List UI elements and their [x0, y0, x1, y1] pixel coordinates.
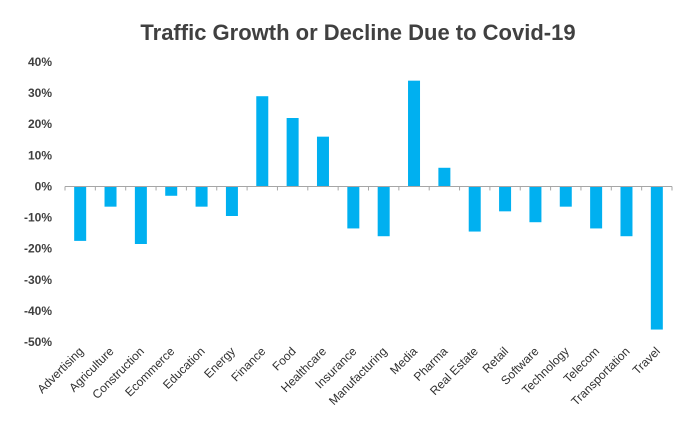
bar-retail	[499, 186, 512, 212]
bar-insurance	[347, 186, 360, 229]
y-tick-label: 0%	[35, 179, 53, 193]
bar-advertising	[74, 186, 87, 241]
bar-travel	[650, 186, 663, 330]
bar-technology	[559, 186, 572, 207]
y-tick-label: -30%	[24, 273, 52, 287]
bar-food	[286, 118, 299, 187]
bar-finance	[256, 96, 269, 187]
bars	[74, 80, 663, 330]
x-axis-ticks	[64, 186, 673, 191]
y-tick-label: 30%	[28, 86, 52, 100]
bar-real-estate	[468, 186, 481, 232]
bar-software	[529, 186, 542, 223]
y-tick-label: -10%	[24, 211, 52, 225]
bar-telecom	[590, 186, 603, 229]
y-tick-label: 10%	[28, 148, 52, 162]
y-tick-label: -40%	[24, 304, 52, 318]
chart-title: Traffic Growth or Decline Due to Covid-1…	[140, 20, 575, 45]
bar-manufacturing	[377, 186, 390, 237]
bar-education	[195, 186, 208, 207]
x-axis-labels: AdvertisingAgricultureConstructionEcomme…	[34, 344, 663, 409]
bar-media	[408, 80, 421, 187]
bar-pharma	[438, 167, 451, 187]
bar-construction	[134, 186, 147, 244]
y-tick-label: 20%	[28, 117, 52, 131]
bar-agriculture	[104, 186, 117, 207]
y-axis: 40% 30% 20% 10% 0% -10% -20% -30% -40% -50%	[24, 55, 52, 349]
category-label: Finance	[228, 344, 268, 384]
category-label: Travel	[630, 344, 663, 377]
bar-transportation	[620, 186, 633, 237]
y-tick-label: -20%	[24, 242, 52, 256]
bar-ecommerce	[165, 186, 178, 196]
y-tick-label: 40%	[28, 55, 52, 69]
bar-healthcare	[316, 136, 329, 187]
bar-energy	[225, 186, 238, 216]
y-tick-label: -50%	[24, 335, 52, 349]
